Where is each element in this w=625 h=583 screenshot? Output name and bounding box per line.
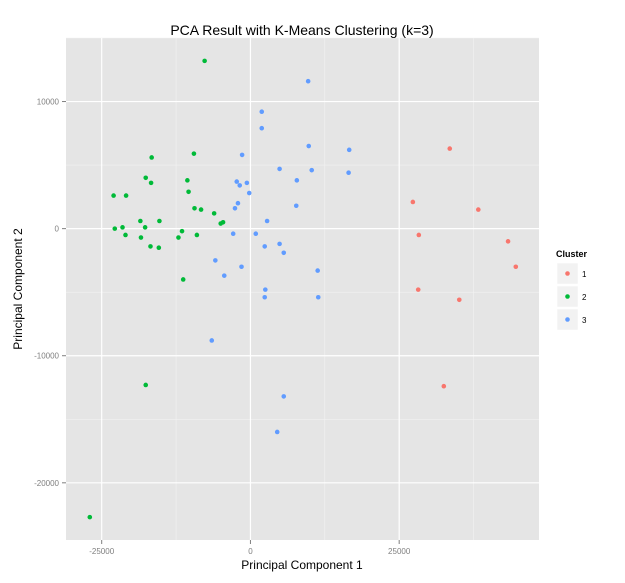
cluster-1-point — [416, 232, 422, 238]
cluster-3-point — [244, 180, 250, 186]
cluster-2-point — [143, 175, 149, 181]
cluster-3-point — [315, 294, 321, 300]
y-tick-label: -10000 — [34, 352, 59, 361]
legend-label-1: 1 — [582, 270, 587, 279]
cluster-2-point — [202, 58, 207, 64]
cluster-2-point — [138, 235, 144, 240]
cluster-2-point — [148, 180, 154, 186]
cluster-2-point — [191, 151, 197, 156]
chart-title: PCA Result with K-Means Clustering (k=3) — [170, 22, 433, 38]
cluster-2-point — [176, 235, 181, 240]
cluster-2-point — [120, 225, 125, 230]
cluster-2-point — [143, 382, 149, 388]
plot-panel — [66, 38, 539, 540]
cluster-3-point — [234, 179, 240, 184]
legend-label-2: 2 — [582, 293, 587, 302]
cluster-3-point — [277, 241, 282, 247]
x-tick-label: -25000 — [89, 547, 114, 556]
cluster-3-point — [259, 125, 265, 131]
cluster-3-point — [232, 205, 238, 211]
cluster-1-point — [513, 264, 519, 270]
cluster-3-point — [237, 183, 243, 188]
legend-swatch-2 — [565, 294, 570, 299]
legend: Cluster 1 2 3 — [556, 249, 588, 331]
cluster-3-point — [235, 200, 241, 206]
cluster-1-point — [456, 297, 462, 303]
y-tick-label: 0 — [55, 225, 60, 234]
cluster-3-point — [281, 394, 287, 399]
data-points — [87, 58, 519, 520]
cluster-3-point — [277, 166, 282, 172]
cluster-1-point — [476, 207, 481, 212]
cluster-2-point — [149, 155, 154, 160]
legend-label-3: 3 — [582, 316, 587, 325]
cluster-2-point — [123, 193, 129, 198]
cluster-2-point — [211, 211, 217, 216]
cluster-3-point — [305, 78, 311, 84]
cluster-3-point — [294, 178, 300, 183]
cluster-2-point — [220, 219, 226, 225]
cluster-1-point — [415, 287, 421, 292]
cluster-3-point — [263, 287, 268, 292]
cluster-2-point — [185, 178, 190, 183]
legend-swatch-3 — [565, 317, 570, 322]
cluster-2-point — [179, 228, 185, 234]
cluster-3-point — [281, 250, 287, 256]
cluster-3-point — [259, 109, 265, 115]
cluster-3-point — [346, 147, 352, 153]
cluster-3-point — [293, 203, 299, 209]
cluster-3-point — [239, 264, 244, 270]
cluster-3-point — [253, 231, 259, 237]
cluster-3-point — [262, 294, 268, 300]
cluster-2-point — [157, 218, 162, 224]
y-axis-label: Principal Component 2 — [11, 228, 25, 350]
cluster-2-point — [148, 244, 153, 249]
cluster-2-point — [87, 514, 93, 520]
cluster-3-point — [262, 244, 268, 249]
cluster-2-point — [186, 189, 191, 195]
cluster-3-point — [221, 273, 227, 278]
cluster-2-point — [156, 245, 162, 250]
cluster-2-point — [112, 226, 118, 231]
cluster-3-point — [346, 170, 351, 176]
cluster-2-point — [142, 225, 148, 230]
cluster-1-point — [447, 146, 453, 151]
cluster-3-point — [274, 429, 280, 435]
cluster-3-point — [309, 167, 315, 173]
cluster-2-point — [123, 232, 128, 238]
y-tick-label: -20000 — [34, 479, 59, 488]
cluster-3-point — [264, 218, 270, 224]
x-tick-label: 0 — [248, 547, 253, 556]
cluster-2-point — [111, 193, 116, 198]
cluster-2-point — [192, 205, 197, 211]
y-axis-ticks — [62, 101, 66, 484]
cluster-3-point — [239, 152, 245, 158]
cluster-2-point — [194, 232, 200, 238]
minor-gridlines — [66, 37, 539, 540]
cluster-2-point — [138, 218, 143, 224]
x-axis-label: Principal Component 1 — [241, 558, 363, 572]
cluster-2-point — [180, 277, 186, 282]
cluster-3-point — [306, 143, 312, 149]
legend-swatch-1 — [565, 271, 570, 276]
major-gridlines — [66, 38, 539, 540]
cluster-3-point — [246, 190, 252, 196]
cluster-3-point — [209, 338, 215, 343]
cluster-3-point — [230, 231, 236, 237]
legend-keys: 1 2 3 — [556, 262, 587, 331]
y-tick-label: 10000 — [37, 98, 60, 107]
cluster-2-point — [198, 207, 204, 212]
cluster-1-point — [410, 199, 416, 205]
x-axis-ticks — [101, 540, 400, 544]
cluster-1-point — [505, 239, 511, 244]
legend-title: Cluster — [556, 249, 588, 259]
cluster-3-point — [315, 268, 320, 273]
cluster-3-point — [213, 258, 218, 263]
x-axis-tick-labels: -25000 0 25000 — [89, 547, 411, 556]
y-axis-tick-labels: -20000 -10000 0 10000 — [34, 98, 59, 488]
cluster-1-point — [441, 383, 447, 389]
x-tick-label: 25000 — [388, 547, 411, 556]
